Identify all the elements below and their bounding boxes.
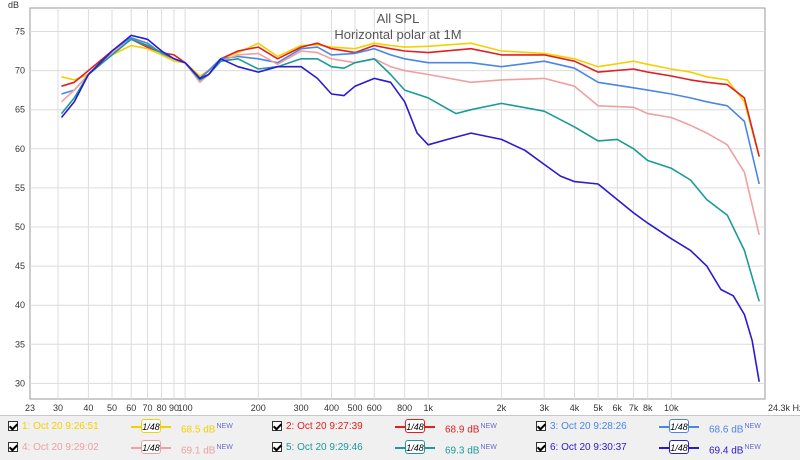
series-3-checkbox[interactable]: [536, 421, 546, 431]
y-tick-label: 30: [15, 378, 25, 388]
y-tick-label: 65: [15, 105, 25, 115]
series-6-name: 6: Oct 20 9:30:37: [550, 442, 627, 453]
legend-item-4[interactable]: 4: Oct 20 9:29:02 1/48 69.1 dBNEW: [8, 439, 268, 457]
y-tick-label: 75: [15, 27, 25, 37]
series-5-checkbox[interactable]: [272, 442, 282, 452]
x-tick-label: 4k: [570, 403, 580, 413]
x-tick-label: 7k: [629, 403, 639, 413]
x-tick-label: 300: [294, 403, 309, 413]
series-1-name: 1: Oct 20 9:26:51: [22, 421, 99, 432]
chart-title: All SPL: [377, 11, 420, 26]
legend-panel: 1: Oct 20 9:26:51 1/48 68.5 dBNEW 2: Oct…: [0, 415, 800, 460]
chart-subtitle: Horizontal polar at 1M: [334, 27, 461, 42]
legend-item-1[interactable]: 1: Oct 20 9:26:51 1/48 68.5 dBNEW: [8, 418, 268, 436]
x-tick-label: 2k: [497, 403, 507, 413]
x-tick-label: 10k: [664, 403, 679, 413]
series-3-smoothing-button[interactable]: 1/48: [669, 419, 689, 433]
x-tick-label: 600: [367, 403, 382, 413]
x-tick-label: 50: [107, 403, 117, 413]
plot-area: [29, 7, 766, 400]
x-tick-label: 30: [53, 403, 63, 413]
series-1-line: [61, 42, 760, 157]
x-tick-label: 40: [83, 403, 93, 413]
legend-item-2[interactable]: 2: Oct 20 9:27:39 1/48 68.9 dBNEW: [272, 418, 532, 436]
series-6-checkbox[interactable]: [536, 442, 546, 452]
y-tick-label: 50: [15, 222, 25, 232]
series-1-smoothing-button[interactable]: 1/48: [141, 419, 161, 433]
series-5-line: [60, 38, 760, 302]
series-2-smoothing-button[interactable]: 1/48: [405, 419, 425, 433]
series-1-average: 68.5 dBNEW: [181, 423, 233, 436]
series-3-average: 68.6 dBNEW: [709, 423, 761, 436]
series-4-average: 69.1 dBNEW: [181, 444, 233, 457]
series-6-smoothing-button[interactable]: 1/48: [669, 440, 689, 454]
y-tick-label: 40: [15, 300, 25, 310]
series-4-name: 4: Oct 20 9:29:02: [22, 442, 99, 453]
legend-item-6[interactable]: 6: Oct 20 9:30:37 1/48 69.4 dBNEW: [536, 439, 796, 457]
legend-item-3[interactable]: 3: Oct 20 9:28:26 1/48 68.6 dBNEW: [536, 418, 796, 436]
series-4-checkbox[interactable]: [8, 442, 18, 452]
x-tick-label: 200: [251, 403, 266, 413]
y-tick-label: 45: [15, 261, 25, 271]
x-tick-label: 100: [178, 403, 193, 413]
x-tick-label: 90: [169, 403, 179, 413]
x-tick-label: 6k: [613, 403, 623, 413]
y-tick-label: 35: [15, 339, 25, 349]
series-2-average: 68.9 dBNEW: [445, 423, 497, 436]
y-tick-label: 70: [15, 66, 25, 76]
series-2-checkbox[interactable]: [272, 421, 282, 431]
x-tick-label: 1k: [423, 403, 433, 413]
y-axis-label: dB: [8, 0, 19, 10]
x-tick-label: 5k: [593, 403, 603, 413]
series-6-average: 69.4 dBNEW: [709, 444, 761, 457]
y-tick-label: 60: [15, 144, 25, 154]
x-tick-label: 23: [25, 403, 35, 413]
x-tick-label: 70: [142, 403, 152, 413]
series-4-smoothing-button[interactable]: 1/48: [141, 440, 161, 454]
series-5-name: 5: Oct 20 9:29:46: [286, 442, 363, 453]
series-6-line: [60, 34, 760, 382]
spl-chart: 30 35 40 45 50 55 60 65 70 75 23 30 40 50 60 70 80 90100…: [8, 0, 800, 413]
series-3-name: 3: Oct 20 9:28:26: [550, 421, 627, 432]
legend-item-5[interactable]: 5: Oct 20 9:29:46 1/48 69.3 dBNEW: [272, 439, 532, 457]
x-tick-label: 800: [397, 403, 412, 413]
y-axis: 30 35 40 45 50 55 60 65 70 75: [15, 27, 25, 389]
x-tick-label: 8k: [643, 403, 653, 413]
x-tick-label: 400: [324, 403, 339, 413]
x-tick-label: 60: [126, 403, 136, 413]
series-lines: [60, 34, 760, 382]
series-5-smoothing-button[interactable]: 1/48: [405, 440, 425, 454]
series-2-name: 2: Oct 20 9:27:39: [286, 421, 363, 432]
y-tick-label: 55: [15, 183, 25, 193]
x-tick-label: 24.3k Hz: [768, 403, 800, 413]
x-tick-label: 500: [347, 403, 362, 413]
series-5-average: 69.3 dBNEW: [445, 444, 497, 457]
x-tick-label: 80: [157, 403, 167, 413]
grid: [30, 8, 765, 399]
x-tick-label: 3k: [539, 403, 549, 413]
series-1-checkbox[interactable]: [8, 421, 18, 431]
